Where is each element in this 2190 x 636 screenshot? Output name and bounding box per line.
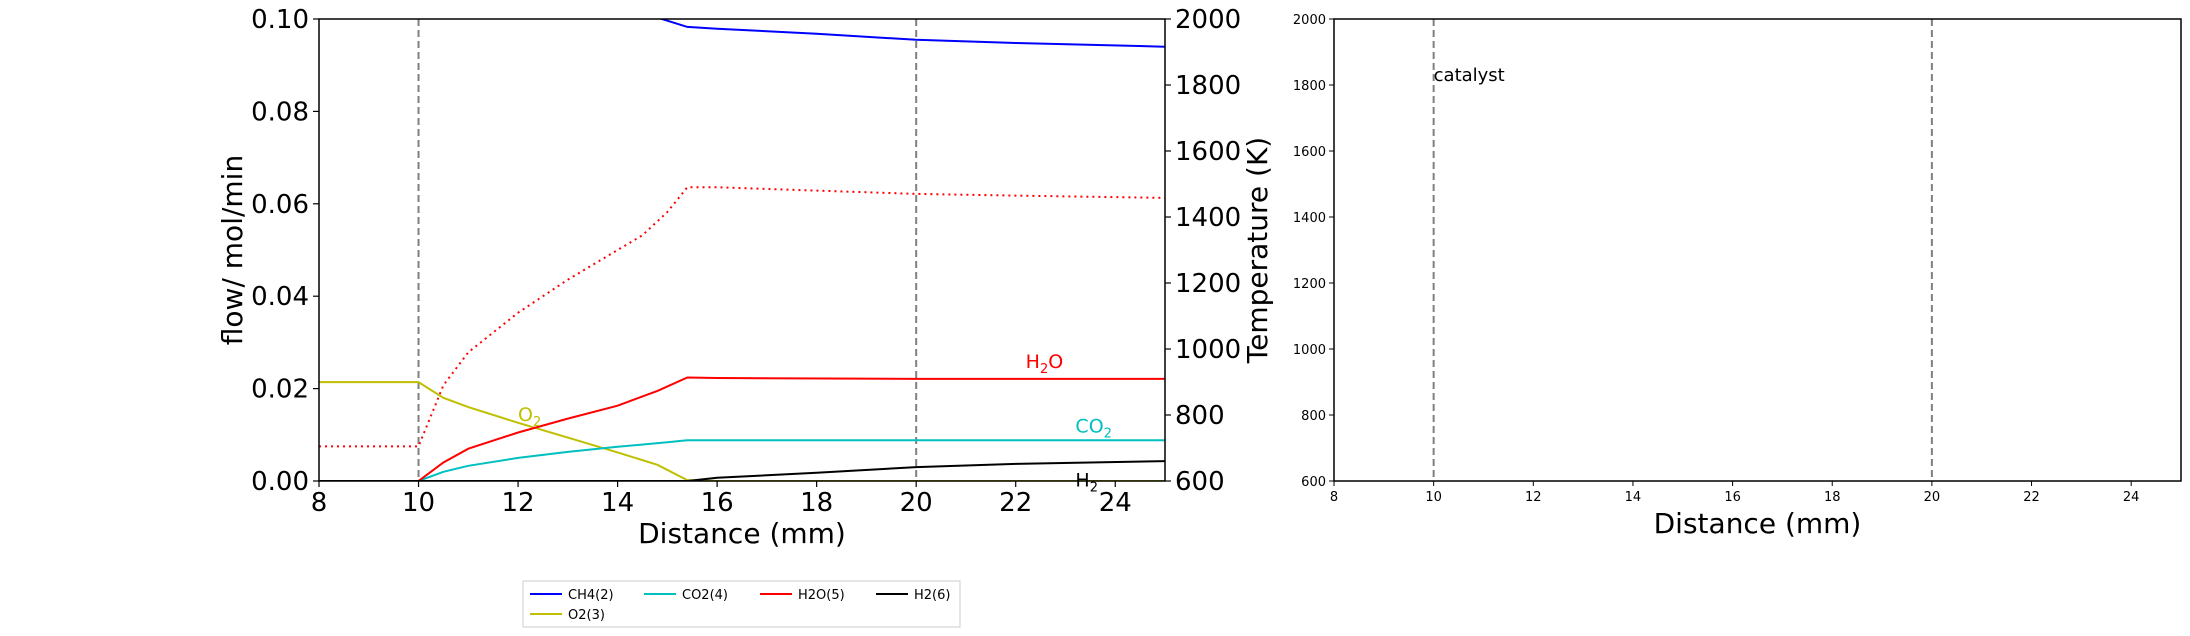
y-tick-label: 800 (1301, 409, 1326, 424)
y-tick-label: 2000 (1293, 13, 1326, 28)
axes-frame-1 (318, 18, 1166, 482)
x-tick-label: 18 (800, 488, 833, 518)
x-tick-label: 10 (402, 488, 435, 518)
y-tick-label: 0.06 (251, 190, 309, 220)
y2-tick-label: 1400 (1175, 203, 1241, 233)
y2-tick-label: 600 (1175, 467, 1225, 497)
legend-entry: CH4(2) (568, 588, 614, 603)
y2-tick-label: 1200 (1175, 269, 1241, 299)
x-tick-label: 16 (1724, 490, 1741, 505)
x-tick-label: 16 (701, 488, 734, 518)
x-tick-label: 20 (1924, 490, 1941, 505)
x-tick-label: 12 (502, 488, 535, 518)
legend-entry: H2(6) (914, 588, 950, 603)
series-line-h26 (319, 460, 1165, 481)
y-tick-label: 1000 (1293, 343, 1326, 358)
y2-axis-label: Temperature (K) (1241, 137, 1274, 364)
x-tick-label: 20 (900, 488, 933, 518)
y-tick-label: 1400 (1293, 211, 1326, 226)
x-tick-label: 22 (2023, 490, 2040, 505)
y2-tick-label: 1000 (1175, 335, 1241, 365)
species-label: CO2 (1075, 415, 1112, 441)
y-axis-label: flow/ mol/min (216, 155, 249, 345)
axes-frame-2 (1333, 18, 2182, 482)
x-axis-label: Distance (mm) (638, 517, 846, 550)
y-tick-label: 1600 (1293, 145, 1326, 160)
x-tick-label: 24 (2123, 490, 2140, 505)
x-tick-label: 12 (1525, 490, 1542, 505)
series-line-o23 (319, 381, 1165, 481)
x-tick-label: 24 (1099, 488, 1132, 518)
legend-entry: H2O(5) (798, 588, 845, 603)
x-tick-label: 18 (1824, 490, 1841, 505)
y-tick-label: 0.00 (251, 467, 309, 497)
y2-tick-label: 1600 (1175, 137, 1241, 167)
x-axis-label: Distance (mm) (1654, 507, 1862, 540)
temperature-line (319, 186, 1165, 448)
legend-entry: O2(3) (568, 608, 605, 623)
y2-tick-label: 1800 (1175, 71, 1241, 101)
y-tick-label: 1200 (1293, 277, 1326, 292)
species-label: H2O (1026, 351, 1064, 377)
y2-tick-label: 800 (1175, 401, 1225, 431)
x-tick-label: 14 (601, 488, 634, 518)
plot-area-1 (319, 19, 1165, 481)
y-tick-label: 1800 (1293, 79, 1326, 94)
y-tick-label: 600 (1301, 475, 1326, 490)
series-line-co24 (319, 439, 1165, 481)
series-line-ch42 (658, 19, 1165, 48)
x-tick-label: 14 (1625, 490, 1642, 505)
x-tick-label: 8 (311, 488, 328, 518)
series-line-h2o5 (319, 376, 1165, 481)
legend-entry: CO2(4) (682, 588, 728, 603)
x-tick-label: 22 (999, 488, 1032, 518)
y-tick-label: 0.02 (251, 375, 309, 405)
catalyst-label: catalyst (1434, 65, 1505, 86)
y2-tick-label: 2000 (1175, 5, 1241, 35)
y-tick-label: 0.08 (251, 97, 309, 127)
legend: CH4(2) CO2(4) H2O(5) H2(6) O2(3) (522, 580, 961, 628)
x-tick-label: 8 (1330, 490, 1338, 505)
y-tick-label: 0.04 (251, 282, 309, 312)
y-tick-label: 0.10 (251, 5, 309, 35)
species-label: H2 (1075, 470, 1098, 496)
x-tick-label: 10 (1425, 490, 1442, 505)
